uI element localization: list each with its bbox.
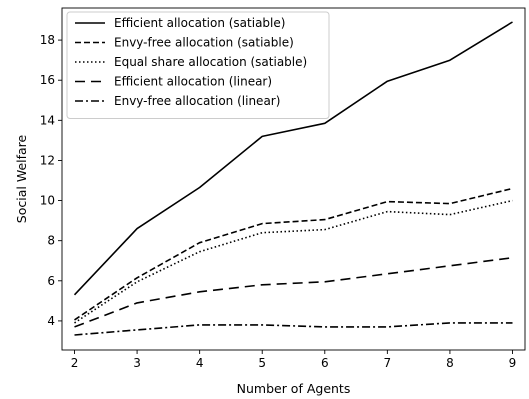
x-axis-label: Number of Agents	[237, 381, 351, 396]
y-tick-label: 12	[40, 153, 55, 167]
y-tick-label: 6	[47, 274, 55, 288]
y-tick-label: 4	[47, 314, 55, 328]
x-tick-label: 2	[71, 356, 79, 370]
x-tick-label: 5	[258, 356, 266, 370]
plot-frame	[61, 7, 526, 351]
ticks-layer: 2 3 4 5 6 7 8 9 4 6 8 10 12 14 16 18	[40, 33, 517, 370]
series-line-4	[74, 256, 513, 328]
y-tick-label: 16	[40, 73, 55, 87]
legend-label: Equal share allocation (satiable)	[114, 55, 307, 69]
x-tick-label: 3	[133, 356, 141, 370]
legend-label: Envy-free allocation (satiable)	[114, 36, 294, 50]
x-tick-label: 7	[384, 356, 392, 370]
legend-box	[66, 11, 330, 119]
y-tick-label: 10	[40, 194, 55, 208]
x-tick-label: 8	[446, 356, 454, 370]
y-tick-label: 8	[47, 234, 55, 248]
x-tick-label: 4	[196, 356, 204, 370]
legend-label: Envy-free allocation (linear)	[114, 94, 280, 108]
series-line-1	[73, 21, 513, 296]
series-line-2	[74, 187, 513, 321]
series-line-3	[74, 199, 513, 324]
legend-label: Efficient allocation (satiable)	[114, 16, 285, 30]
y-axis-label: Social Welfare	[14, 134, 29, 223]
series-line-5	[74, 322, 513, 336]
y-tick-label: 18	[40, 33, 55, 47]
y-tick-label: 14	[40, 113, 55, 127]
x-tick-label: 9	[509, 356, 517, 370]
legend: Efficient allocation (satiable) Envy-free…	[66, 11, 330, 119]
series-layer	[73, 21, 513, 336]
legend-label: Efficient allocation (linear)	[114, 75, 272, 89]
x-tick-label: 6	[321, 356, 329, 370]
